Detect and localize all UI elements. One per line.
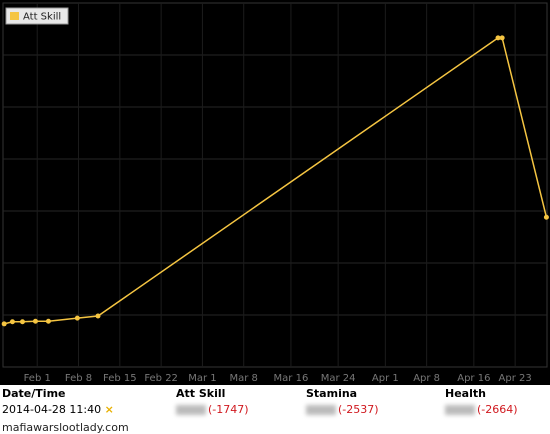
- value-cell: (-2664): [445, 403, 518, 416]
- x-tick-label: Mar 8: [230, 373, 258, 384]
- data-point: [32, 318, 38, 324]
- change-value: (-2537): [338, 403, 379, 416]
- column-header: Stamina: [306, 387, 358, 400]
- delete-marker[interactable]: ×: [104, 403, 114, 416]
- footer: mafiawarslootlady.com: [2, 421, 129, 434]
- plot-frame: [2, 2, 548, 368]
- x-tick-label: Feb 15: [103, 373, 137, 384]
- data-point: [9, 319, 15, 325]
- legend-swatch: [10, 12, 19, 20]
- change-value: (-1747): [208, 403, 249, 416]
- data-point: [495, 35, 501, 41]
- column-header: Health: [445, 387, 486, 400]
- data-point: [74, 315, 80, 321]
- value-cell: (-1747): [176, 403, 249, 416]
- data-point: [543, 214, 549, 220]
- x-tick-label: Apr 23: [499, 373, 532, 384]
- x-tick-label: Feb 1: [24, 373, 51, 384]
- data-point: [95, 313, 101, 319]
- x-tick-label: Mar 24: [321, 373, 356, 384]
- column-header: Date/Time: [2, 387, 66, 400]
- change-value: (-2664): [477, 403, 518, 416]
- chart: Feb 1 Feb 8 Feb 15 Feb 22 Mar 1 Mar 8 Mar 16 Ma…: [0, 0, 550, 385]
- value-cell: (-2537): [306, 403, 379, 416]
- legend: Att Skill: [5, 7, 69, 25]
- date-cell: 2014-04-28 11:40 ×: [2, 403, 114, 416]
- data-point: [1, 321, 7, 327]
- x-tick-label: Mar 1: [188, 373, 216, 384]
- x-tick-label: Apr 16: [457, 373, 490, 384]
- x-tick-label: Feb 22: [144, 373, 178, 384]
- column-header: Att Skill: [176, 387, 226, 400]
- data-point: [45, 318, 51, 324]
- date-time: 2014-04-28 11:40: [2, 403, 102, 416]
- x-tick-label: Apr 8: [413, 373, 440, 384]
- hidden-value: [306, 405, 336, 415]
- data-point: [19, 319, 25, 325]
- data-point: [499, 35, 505, 41]
- hidden-value: [176, 405, 206, 415]
- legend-label: Att Skill: [23, 12, 61, 23]
- legend-box: [5, 7, 69, 25]
- x-tick-label: Feb 8: [65, 373, 92, 384]
- hidden-value: [445, 405, 475, 415]
- x-tick-label: Apr 1: [372, 373, 399, 384]
- x-tick-label: Mar 16: [274, 373, 309, 384]
